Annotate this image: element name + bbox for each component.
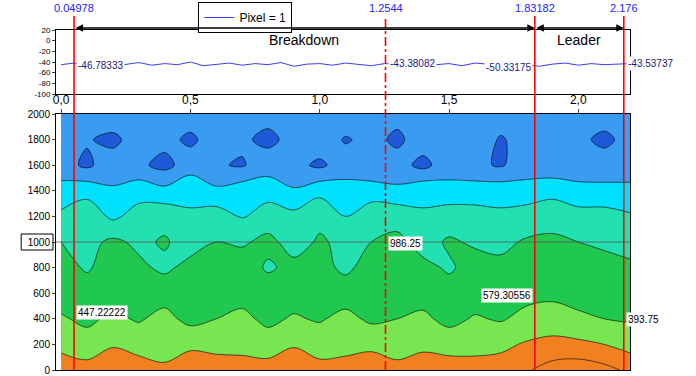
svg-text:-60: -60 <box>39 68 51 77</box>
svg-text:0: 0 <box>44 365 50 376</box>
svg-text:Leader: Leader <box>557 32 601 48</box>
svg-text:20: 20 <box>41 26 50 35</box>
svg-text:-40: -40 <box>39 58 51 67</box>
svg-text:Pixel = 1: Pixel = 1 <box>239 11 286 25</box>
svg-text:986.25: 986.25 <box>390 238 421 249</box>
svg-text:-80: -80 <box>39 79 51 88</box>
svg-text:1800: 1800 <box>28 134 51 145</box>
svg-text:400: 400 <box>33 313 50 324</box>
svg-text:2.176: 2.176 <box>610 2 638 14</box>
svg-text:1600: 1600 <box>28 160 51 171</box>
svg-text:0,5: 0,5 <box>182 93 199 107</box>
svg-text:1000: 1000 <box>28 237 51 248</box>
svg-text:200: 200 <box>33 339 50 350</box>
svg-text:579.30556: 579.30556 <box>483 290 531 301</box>
svg-text:-20: -20 <box>39 47 51 56</box>
svg-text:800: 800 <box>33 262 50 273</box>
svg-text:-100: -100 <box>34 90 51 99</box>
svg-text:-50.33175: -50.33175 <box>486 62 531 73</box>
svg-text:1200: 1200 <box>28 211 51 222</box>
svg-text:1,5: 1,5 <box>441 93 458 107</box>
svg-text:1400: 1400 <box>28 185 51 196</box>
svg-text:0,0: 0,0 <box>53 93 70 107</box>
svg-text:-43.38082: -43.38082 <box>390 58 435 69</box>
svg-text:2,0: 2,0 <box>570 93 587 107</box>
svg-text:2000: 2000 <box>28 109 51 120</box>
svg-text:-43.53737: -43.53737 <box>628 58 673 69</box>
svg-text:0: 0 <box>46 36 51 45</box>
svg-text:1.83182: 1.83182 <box>515 2 555 14</box>
svg-text:447.22222: 447.22222 <box>78 307 126 318</box>
svg-text:393.75: 393.75 <box>628 314 659 325</box>
svg-text:0.04978: 0.04978 <box>54 2 94 14</box>
svg-text:Breakdown: Breakdown <box>269 32 339 48</box>
svg-text:-46.78333: -46.78333 <box>78 60 123 71</box>
svg-text:1,0: 1,0 <box>311 93 328 107</box>
svg-text:600: 600 <box>33 288 50 299</box>
svg-text:1.2544: 1.2544 <box>369 2 403 14</box>
